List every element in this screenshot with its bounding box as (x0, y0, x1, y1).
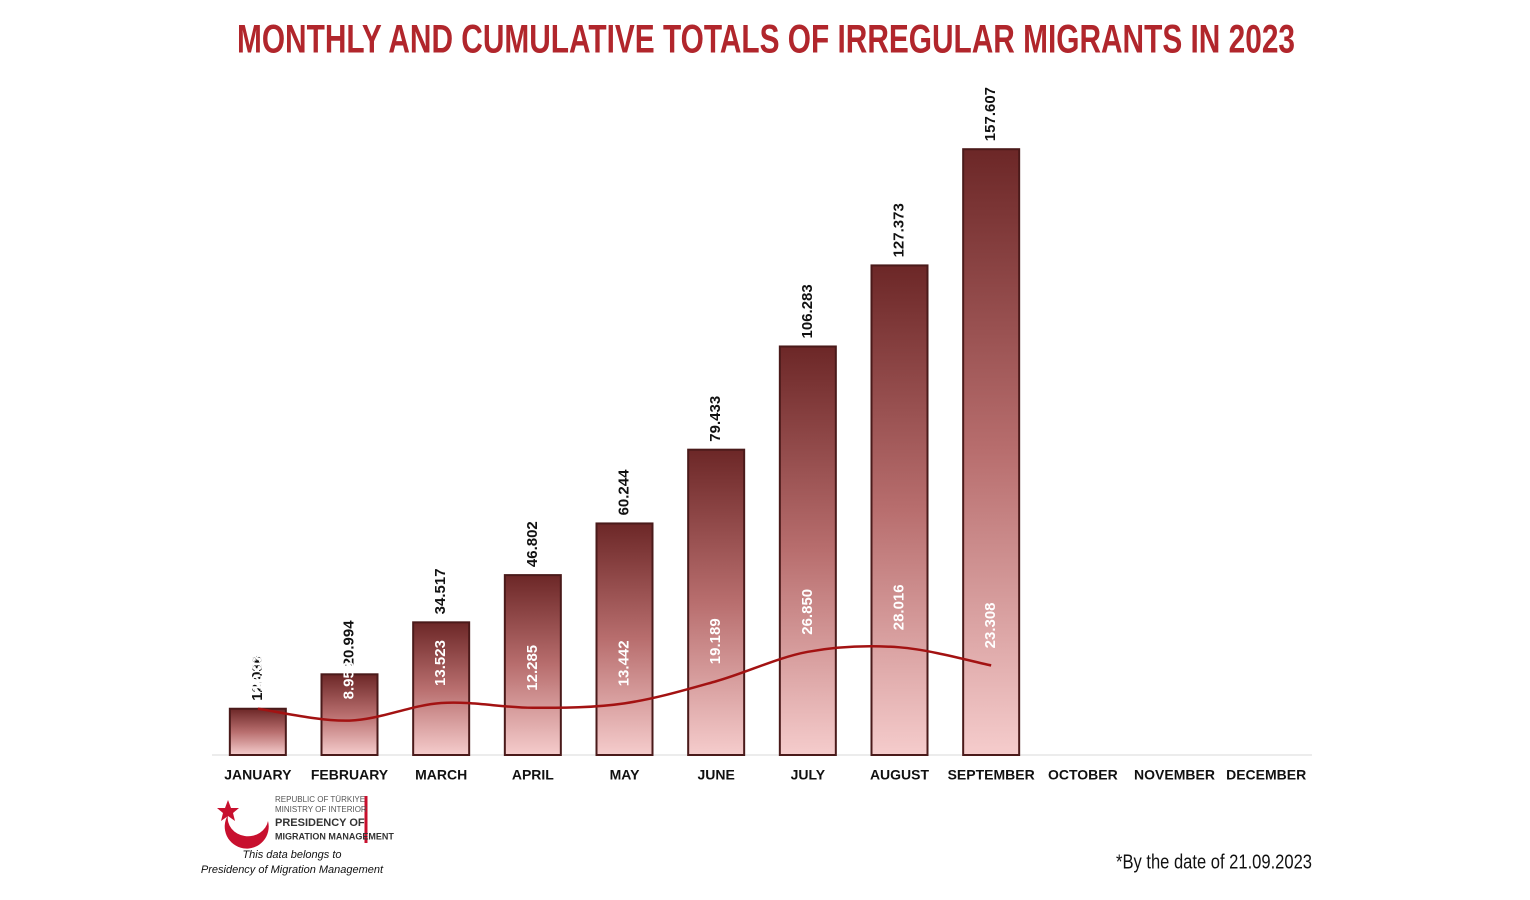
bar (870, 264, 929, 756)
value-label: 12.036 (249, 655, 266, 701)
x-tick-label: AUGUST (870, 767, 930, 783)
x-tick-label: JUNE (697, 767, 734, 783)
footnote: *By the date of 21.09.2023 (1116, 851, 1312, 873)
x-tick-label: OCTOBER (1048, 767, 1118, 783)
bar (412, 621, 471, 756)
logo: REPUBLIC OF TÜRKIYE MINISTRY OF INTERIOR… (217, 795, 394, 849)
value-label: 34.517 (432, 568, 449, 614)
logo-text: PRESIDENCY OF (275, 817, 365, 829)
monthly-line (257, 644, 992, 722)
monthly-label: 12.036 (249, 646, 266, 692)
value-label: 157.607 (982, 87, 999, 141)
bar (595, 522, 654, 757)
chart-title: MONTHLY AND CUMULATIVE TOTALS OF IRREGUL… (237, 18, 1295, 62)
x-tick-label: DECEMBER (1226, 767, 1306, 783)
monthly-label: 26.850 (799, 589, 816, 635)
bar (962, 148, 1021, 756)
x-tick-label: APRIL (512, 767, 554, 783)
monthly-label: 12.285 (524, 645, 541, 691)
value-label: 46.802 (524, 521, 541, 567)
source-text: Presidency of Migration Management (201, 864, 384, 876)
x-tick-label: MAY (610, 767, 640, 783)
value-label: 106.283 (799, 284, 816, 338)
logo-text: MIGRATION MANAGEMENT (275, 831, 394, 841)
bar (687, 448, 746, 756)
value-label: 20.994 (340, 620, 357, 667)
source-text: This data belongs to (242, 849, 341, 861)
logo-star (217, 800, 239, 821)
x-tick-label: NOVEMBER (1134, 767, 1215, 783)
x-tick-label: SEPTEMBER (948, 767, 1035, 783)
x-tick-label: JANUARY (224, 767, 292, 783)
logo-text: REPUBLIC OF TÜRKIYE (275, 795, 365, 804)
value-label: 127.373 (890, 203, 907, 257)
value-label: 60.244 (615, 469, 632, 516)
monthly-label: 8.958 (340, 662, 357, 700)
x-tick-label: JULY (791, 767, 826, 783)
bar (228, 707, 287, 757)
bar (320, 673, 379, 757)
monthly-label: 13.442 (615, 640, 632, 686)
bar (778, 345, 837, 756)
monthly-label: 23.308 (982, 602, 999, 648)
value-label: 79.433 (707, 396, 724, 442)
monthly-label: 13.523 (432, 640, 449, 686)
logo-text: MINISTRY OF INTERIOR (275, 805, 367, 814)
monthly-label: 19.189 (707, 618, 724, 664)
x-tick-label: FEBRUARY (311, 767, 389, 783)
logo-crescent (224, 815, 269, 849)
x-tick-label: MARCH (415, 767, 467, 783)
monthly-label: 28.016 (890, 584, 907, 630)
bar (503, 574, 562, 756)
